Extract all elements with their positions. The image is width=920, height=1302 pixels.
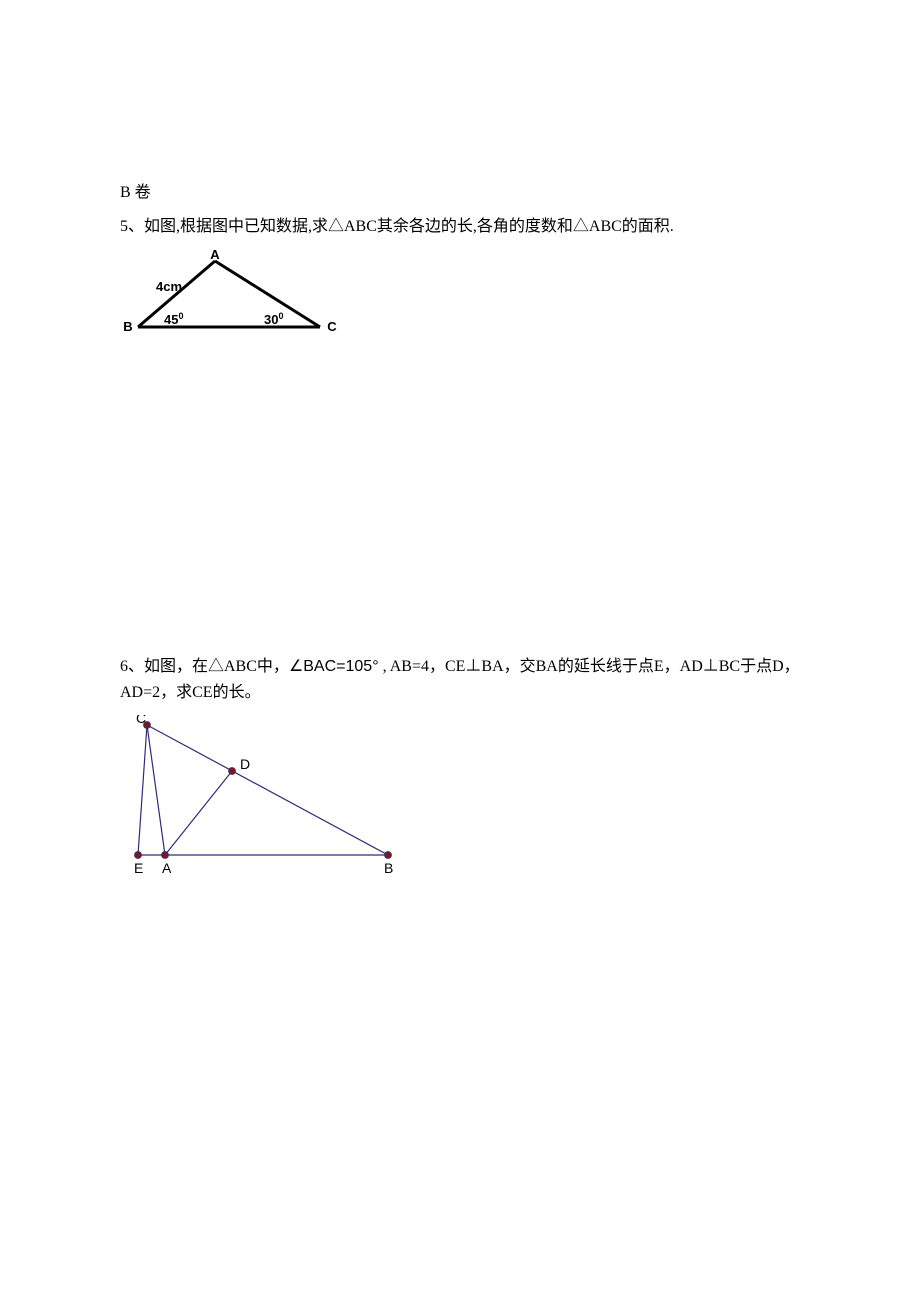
line-ac [147,725,165,855]
point-a [162,852,169,859]
problem-6: 6、如图，在△ABC中，∠BAC=105° , AB=4，CE⊥BA，交BA的延… [120,654,800,890]
point-d-label: D [240,756,250,772]
problem-6-angle-text: ∠BAC=105° [289,658,379,675]
point-a-label: A [162,860,172,876]
problem-6-text: 6、如图，在△ABC中，∠BAC=105° , AB=4，CE⊥BA，交BA的延… [120,654,800,705]
section-b-text: B 卷 [120,184,151,201]
vertex-a-label: A [210,249,220,262]
line-ad [165,771,232,855]
point-b-label: B [384,860,393,876]
problem-5: 5、如图,根据图中已知数据,求△ABC其余各边的长,各角的度数和△ABC的面积.… [120,214,800,355]
vertex-c-label: C [327,319,337,334]
section-b-label: B 卷 [120,180,800,206]
point-e-label: E [134,860,143,876]
vertex-b-label: B [123,319,132,334]
point-c-label: C [136,715,146,726]
line-ce [138,725,147,855]
angle-c-label: 300 [264,311,283,327]
point-e [135,852,142,859]
problem-5-text: 5、如图,根据图中已知数据,求△ABC其余各边的长,各角的度数和△ABC的面积. [120,214,800,240]
line-cb [147,725,388,855]
angle-b-label: 450 [164,311,183,327]
edge-ab-length-label: 4cm [156,279,182,294]
triangle-abc-figure: A B C 4cm 450 300 [120,249,350,349]
problem-5-figure: A B C 4cm 450 300 [120,249,800,354]
problem-6-figure: C D E A B [120,715,800,890]
point-d [229,768,236,775]
triangle-abc-ce-figure: C D E A B [120,715,420,885]
point-b [385,852,392,859]
problem-6-text-part1: 6、如图，在△ABC中， [120,658,289,675]
